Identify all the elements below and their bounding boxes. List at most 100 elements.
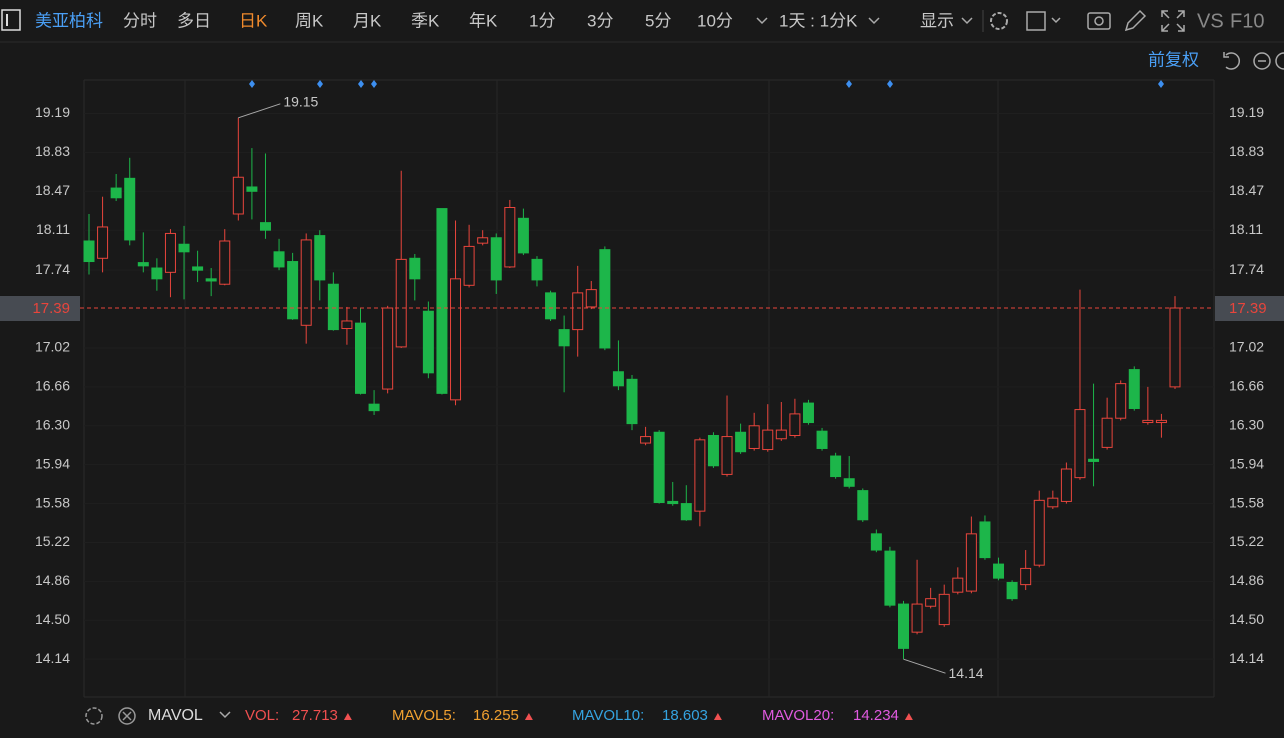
candle-body: [409, 257, 421, 280]
candle-body: [205, 278, 217, 282]
max-label: 19.15: [283, 94, 318, 110]
candle-body: [151, 267, 163, 280]
indicator-name[interactable]: MAVOL: [148, 707, 203, 724]
candle-body: [259, 222, 271, 231]
candle-body: [436, 208, 448, 394]
indicator-value: 16.255: [473, 707, 519, 724]
indicator-value: 18.603: [662, 707, 708, 724]
indicator-label: VOL:: [245, 707, 279, 724]
menu-icon[interactable]: [1, 9, 21, 31]
indicator-trend-up: [524, 713, 533, 720]
candle-body: [504, 207, 516, 268]
candle-body: [382, 307, 394, 390]
candle-body: [585, 289, 597, 308]
y-tick-label-left: 18.83: [35, 143, 70, 159]
indicator-trend-up: [343, 713, 352, 720]
candle-body: [843, 478, 855, 487]
candle-body: [911, 603, 923, 633]
y-tick-label-left: 18.47: [35, 182, 70, 198]
checkbox-icon[interactable]: [1026, 11, 1046, 31]
zoom-in-icon[interactable]: [1275, 52, 1284, 70]
candle-body: [164, 232, 176, 273]
candle-body: [83, 240, 95, 263]
min-label: 14.14: [949, 665, 984, 681]
y-tick-label-left: 14.14: [35, 650, 70, 666]
candle-body: [830, 455, 842, 478]
dropdown-arrows[interactable]: [219, 17, 973, 719]
camera-icon[interactable]: [1087, 12, 1111, 30]
range-select[interactable]: 1天 : 1分K: [779, 11, 858, 30]
display-menu[interactable]: 显示: [920, 11, 954, 30]
reset-icon[interactable]: [1223, 52, 1241, 70]
indicator-value: 27.713: [292, 707, 338, 724]
y-tick-label-left: 15.22: [35, 533, 70, 549]
candle-body: [653, 431, 665, 503]
period-tab[interactable]: 1分: [529, 11, 555, 30]
min-leader: [903, 658, 946, 674]
adjust-mode[interactable]: 前复权: [1148, 50, 1199, 69]
candle-body: [1128, 369, 1140, 409]
candle-body: [1088, 458, 1100, 462]
candle-body: [178, 243, 190, 253]
candle-body: [721, 436, 733, 475]
candle-body: [232, 176, 244, 215]
period-tab[interactable]: 周K: [295, 11, 324, 30]
vs-button[interactable]: VS: [1197, 10, 1224, 32]
last-price-box-right: [1215, 295, 1284, 321]
f10-button[interactable]: F10: [1230, 10, 1264, 32]
indicator-label: MAVOL5:: [392, 707, 456, 724]
candle-body: [612, 371, 624, 387]
indicator-settings-icon[interactable]: [85, 707, 103, 725]
checkbox-arrow[interactable]: [1051, 17, 1061, 24]
indicator-trend-up: [713, 713, 722, 720]
period-tab[interactable]: 分时: [123, 11, 157, 30]
candle-body: [884, 550, 896, 606]
candle-body: [599, 249, 611, 349]
draw-icon[interactable]: [1124, 9, 1147, 32]
y-tick-label-right: 14.14: [1229, 650, 1264, 666]
candle-body: [789, 413, 801, 437]
stock-name[interactable]: 美亚柏科: [35, 11, 103, 30]
indicator-close-icon[interactable]: [118, 707, 136, 725]
y-tick-label-left: 17.74: [35, 261, 70, 277]
candle-body: [802, 402, 814, 424]
period-tab[interactable]: 月K: [353, 11, 382, 30]
candle-body: [110, 187, 122, 199]
period-tab[interactable]: 季K: [411, 11, 440, 30]
period-tab[interactable]: 年K: [469, 11, 498, 30]
last-price-left: 17.39: [32, 300, 70, 317]
candle-body: [1020, 567, 1032, 586]
zoom-out-icon[interactable]: [1253, 52, 1271, 70]
candle-body: [517, 217, 529, 254]
period-tab[interactable]: 多日: [177, 11, 211, 30]
candle-body: [1155, 419, 1167, 424]
candle-body: [694, 439, 706, 512]
period-tab[interactable]: 10分: [697, 11, 733, 30]
candle-body: [640, 436, 652, 444]
vertical-grid: [184, 80, 999, 697]
period-tab[interactable]: 日K: [239, 11, 268, 30]
indicator-value: 14.234: [853, 707, 899, 724]
candle-body: [450, 278, 462, 401]
fullscreen-icon[interactable]: [1161, 10, 1185, 32]
candle-body: [355, 322, 366, 394]
y-tick-label-right: 14.50: [1229, 611, 1264, 627]
y-tick-label-right: 15.22: [1229, 533, 1264, 549]
last-price-right: 17.39: [1229, 300, 1267, 317]
candle-body: [680, 503, 692, 521]
candle-body: [273, 251, 285, 268]
candle-body: [572, 292, 584, 331]
period-tab[interactable]: 5分: [645, 11, 671, 30]
candle-body: [1060, 468, 1072, 502]
y-tick-label-right: 18.47: [1229, 182, 1264, 198]
candle-body: [707, 435, 719, 467]
candle-body: [1101, 417, 1113, 448]
y-tick-label-left: 19.19: [35, 104, 70, 120]
candle-body: [558, 329, 570, 347]
candle-body: [979, 521, 991, 559]
candle-body: [965, 533, 977, 592]
settings-icon[interactable]: [990, 12, 1008, 30]
candle-body: [1169, 307, 1181, 388]
period-tab[interactable]: 3分: [587, 11, 613, 30]
